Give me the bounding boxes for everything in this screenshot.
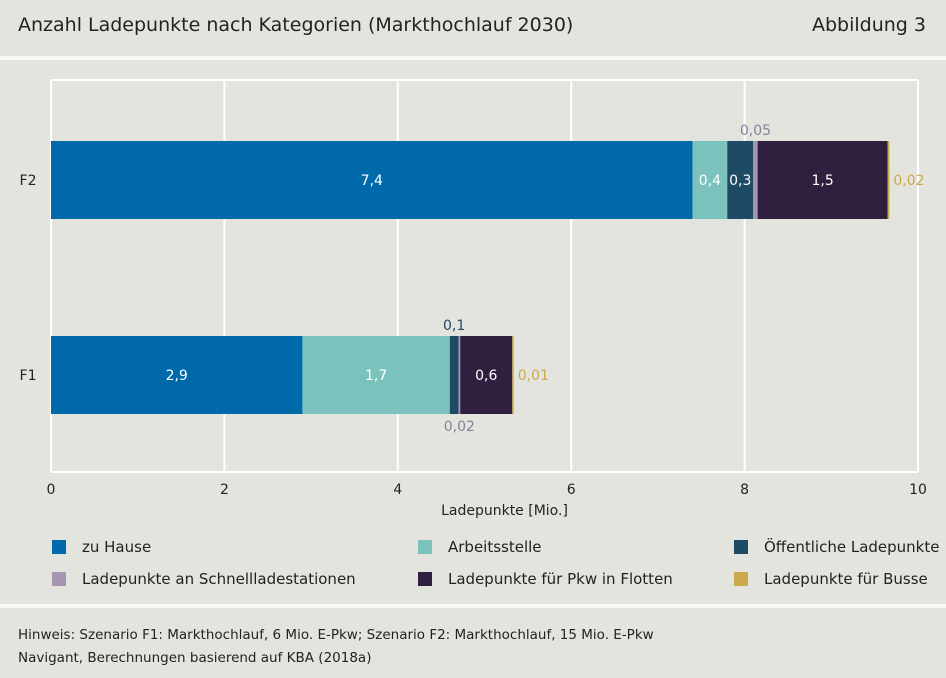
legend-item-2: Öffentliche Ladepunkte (734, 538, 939, 556)
legend-label: Ladepunkte für Pkw in Flotten (448, 570, 673, 588)
chart-header: Anzahl Ladepunkte nach Kategorien (Markt… (0, 0, 946, 56)
bar-F1-3 (458, 336, 461, 414)
legend-swatch (52, 540, 66, 554)
legend-label: zu Hause (82, 538, 152, 556)
x-tick-label-0: 0 (47, 482, 56, 498)
bar-F1-5 (512, 336, 514, 414)
legend-swatch (734, 572, 748, 586)
data-label-F1-5: 0,01 (518, 368, 549, 384)
data-label-F2-4: 1,5 (811, 173, 833, 189)
legend-swatch (418, 572, 432, 586)
data-label-F1-3: 0,02 (444, 419, 475, 435)
footer-source: Navigant, Berechnungen basierend auf KBA… (18, 650, 372, 666)
data-label-F1-4: 0,6 (475, 368, 497, 384)
divider-bottom (0, 604, 946, 608)
legend-item-5: Ladepunkte für Busse (734, 570, 928, 588)
bar-F2-1 (692, 141, 728, 219)
data-label-F2-3: 0,05 (740, 123, 771, 139)
legend-swatch (734, 540, 748, 554)
bar-F2-0 (51, 141, 693, 219)
x-axis-label: Ladepunkte [Mio.] (441, 503, 568, 519)
data-label-F1-0: 2,9 (166, 368, 188, 384)
x-tick-label-10: 10 (909, 482, 927, 498)
bar-F2-4 (757, 141, 888, 219)
legend-item-4: Ladepunkte für Pkw in Flotten (418, 570, 673, 588)
bar-F1-1 (302, 336, 450, 414)
footer-note: Hinweis: Szenario F1: Markthochlauf, 6 M… (18, 627, 654, 643)
data-label-F2-1: 0,4 (699, 173, 721, 189)
y-tick-label-F1: F1 (20, 368, 37, 384)
chart-title: Anzahl Ladepunkte nach Kategorien (Markt… (18, 14, 574, 36)
x-tick-label-6: 6 (567, 482, 576, 498)
legend-label: Öffentliche Ladepunkte (764, 538, 940, 556)
data-label-F2-5: 0,02 (893, 173, 924, 189)
legend-label: Ladepunkte an Schnellladestationen (82, 570, 356, 588)
x-tick-label-8: 8 (740, 482, 749, 498)
bar-F2-5 (887, 141, 890, 219)
data-label-F1-2: 0,1 (443, 318, 465, 334)
data-label-F2-2: 0,3 (729, 173, 751, 189)
bar-F1-2 (449, 336, 459, 414)
stacked-bar-chart: 0 2 4 6 8 10 Ladepunkte [Mio.] F2 7,4 0,4 0,3 0,05 1… (20, 79, 927, 519)
legend-swatch (52, 572, 66, 586)
chart-legend: zu Hause Arbeitsstelle Öffentliche Ladepun… (0, 532, 946, 602)
bar-F1-0 (51, 336, 303, 414)
bar-F2-2 (727, 141, 754, 219)
legend-swatch (418, 540, 432, 554)
legend-item-3: Ladepunkte an Schnellladestationen (52, 570, 356, 588)
legend-item-0: zu Hause (52, 538, 151, 556)
figure-label: Abbildung 3 (811, 14, 926, 36)
divider-top (0, 56, 946, 60)
data-label-F1-1: 1,7 (365, 368, 387, 384)
y-tick-label-F2: F2 (20, 173, 37, 189)
legend-label: Ladepunkte für Busse (764, 570, 928, 588)
x-tick-label-2: 2 (220, 482, 229, 498)
bar-F2-3 (753, 141, 758, 219)
legend-label: Arbeitsstelle (448, 538, 542, 556)
chart-footer: Hinweis: Szenario F1: Markthochlauf, 6 M… (18, 624, 654, 670)
legend-item-1: Arbeitsstelle (418, 538, 542, 556)
bar-F1-4 (460, 336, 513, 414)
x-tick-label-4: 4 (393, 482, 402, 498)
data-label-F2-0: 7,4 (361, 173, 383, 189)
